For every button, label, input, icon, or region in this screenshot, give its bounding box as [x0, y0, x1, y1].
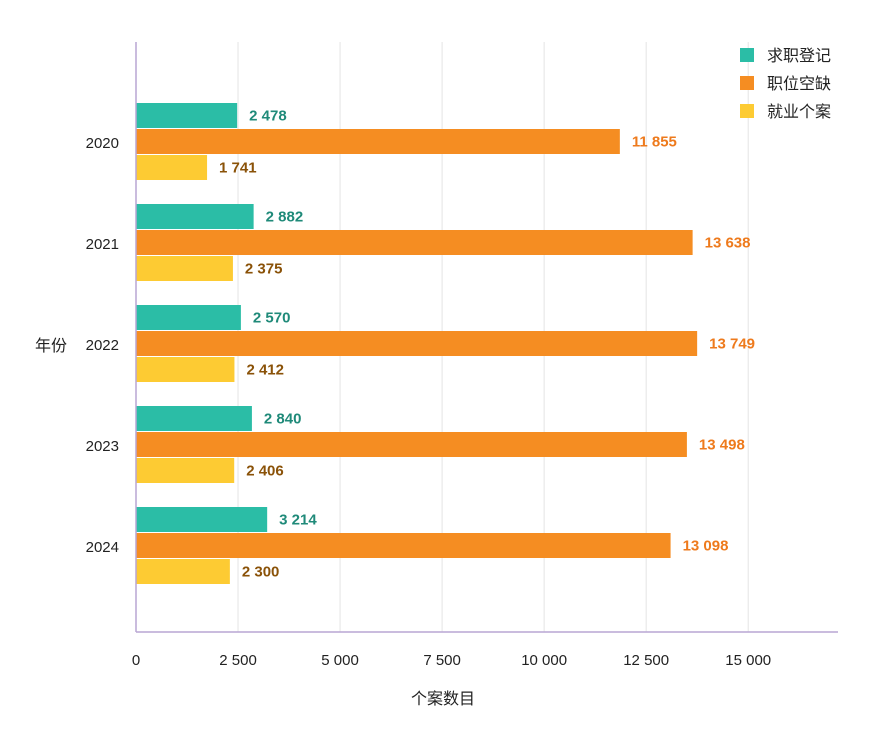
data-label-2022-2: 2 412 [246, 362, 284, 379]
x-tick-label-2: 5 000 [321, 652, 359, 669]
bar-2021-0 [136, 204, 254, 229]
x-tick-label-4: 10 000 [521, 652, 567, 669]
bar-2024-1 [136, 533, 671, 558]
y-tick-label-2023: 2023 [86, 438, 119, 455]
data-label-2021-0: 2 882 [266, 209, 304, 226]
x-tick-label-3: 7 500 [423, 652, 461, 669]
legend-swatch-2 [740, 104, 754, 118]
y-tick-label-2021: 2021 [86, 236, 119, 253]
data-label-2020-0: 2 478 [249, 108, 287, 125]
data-label-2020-1: 11 855 [632, 134, 677, 151]
bar-2023-1 [136, 432, 687, 457]
y-tick-label-2024: 2024 [86, 539, 119, 556]
data-label-2021-2: 2 375 [245, 261, 283, 278]
bar-2020-2 [136, 155, 208, 180]
y-tick-label-2020: 2020 [86, 135, 119, 152]
bar-2023-0 [136, 406, 252, 431]
bar-2022-1 [136, 331, 698, 356]
data-label-2023-2: 2 406 [246, 463, 284, 480]
data-label-2023-1: 13 498 [699, 437, 745, 454]
bar-2022-2 [136, 357, 235, 382]
y-axis-title: 年份 [35, 336, 67, 355]
x-tick-label-1: 2 500 [219, 652, 257, 669]
bar-2020-1 [136, 129, 620, 154]
bar-2020-0 [136, 103, 238, 128]
data-label-2020-2: 1 741 [219, 160, 257, 177]
bar-2023-2 [136, 458, 235, 483]
data-label-2023-0: 2 840 [264, 411, 302, 428]
bar-2022-0 [136, 305, 241, 330]
data-label-2021-1: 13 638 [705, 235, 751, 252]
data-label-2022-0: 2 570 [253, 310, 291, 327]
legend-label-2: 就业个案 [767, 102, 831, 121]
legend-label-1: 职位空缺 [767, 74, 831, 93]
data-label-2024-0: 3 214 [279, 512, 317, 529]
x-tick-label-0: 0 [132, 652, 140, 669]
bar-2024-0 [136, 507, 268, 532]
data-label-2024-1: 13 098 [683, 538, 729, 555]
x-axis-title: 个案数目 [411, 689, 475, 708]
legend-label-0: 求职登记 [767, 46, 831, 65]
bar-2021-1 [136, 230, 693, 255]
bar-2024-2 [136, 559, 230, 584]
legend-swatch-1 [740, 76, 754, 90]
y-tick-label-2022: 2022 [86, 337, 119, 354]
x-tick-label-6: 15 000 [725, 652, 771, 669]
x-tick-label-5: 12 500 [623, 652, 669, 669]
data-label-2024-2: 2 300 [242, 564, 280, 581]
bar-2021-2 [136, 256, 233, 281]
data-label-2022-1: 13 749 [709, 336, 755, 353]
legend-swatch-0 [740, 48, 754, 62]
